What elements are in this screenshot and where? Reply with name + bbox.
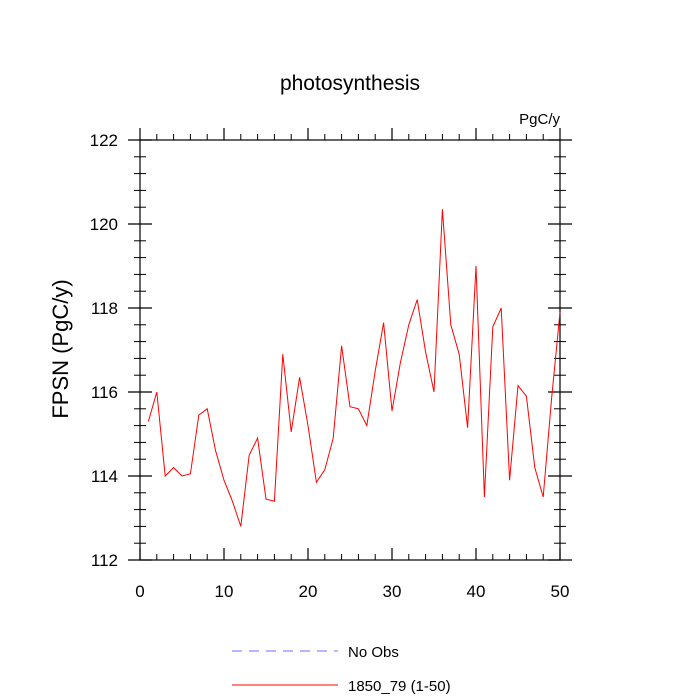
data-point (156, 391, 157, 392)
y-tick-label: 122 (90, 131, 118, 150)
data-point (383, 322, 384, 323)
x-tick-label: 10 (215, 582, 234, 601)
units-label: PgC/y (519, 111, 560, 128)
data-point (425, 352, 426, 353)
data-point (215, 450, 216, 451)
x-tick-label: 20 (299, 582, 318, 601)
data-point (459, 354, 460, 355)
data-point (282, 354, 283, 355)
data-point (442, 209, 443, 210)
legend-label-1850-79: 1850_79 (1-50) (348, 678, 451, 695)
plot-frame (139, 139, 561, 561)
data-point (324, 469, 325, 470)
x-tick-label: 50 (551, 582, 570, 601)
y-tick-label: 120 (90, 215, 118, 234)
axis-ticks (128, 128, 572, 561)
chart-title: photosynthesis (280, 72, 420, 95)
data-point (526, 396, 527, 397)
y-axis-label: FPSN (PgC/y) (48, 279, 73, 418)
data-point (391, 410, 392, 411)
data-point (501, 307, 502, 308)
data-point (433, 391, 434, 392)
data-point (450, 324, 451, 325)
data-point (559, 312, 560, 313)
y-tick-label: 112 (91, 551, 118, 570)
data-point (341, 345, 342, 346)
data-point (349, 406, 350, 407)
data-point (148, 421, 149, 422)
data-point (543, 496, 544, 497)
data-point (257, 438, 258, 439)
data-point (408, 324, 409, 325)
x-tick-label: 40 (467, 582, 486, 601)
data-point (316, 482, 317, 483)
legend: No Obs 1850_79 (1-50) (232, 644, 451, 695)
data-point (223, 480, 224, 481)
data-point (517, 385, 518, 386)
data-point (299, 377, 300, 378)
data-point (534, 467, 535, 468)
data-point (181, 475, 182, 476)
data-point (198, 415, 199, 416)
data-point (307, 425, 308, 426)
data-point (274, 501, 275, 502)
y-tick-label: 114 (91, 467, 118, 486)
y-tick-label: 118 (91, 299, 118, 318)
tick-labels: 0 10 20 30 40 50 112 114 116 118 120 122 (90, 131, 570, 601)
data-point (417, 299, 418, 300)
data-point (375, 370, 376, 371)
data-point (232, 501, 233, 502)
data-point (333, 438, 334, 439)
data-point (165, 475, 166, 476)
data-point (492, 326, 493, 327)
data-point (467, 427, 468, 428)
data-point (509, 480, 510, 481)
data-point (249, 454, 250, 455)
legend-label-no-obs: No Obs (348, 644, 399, 661)
data-point (240, 526, 241, 527)
x-tick-label: 0 (135, 582, 144, 601)
series-line (147, 209, 561, 527)
data-point (358, 408, 359, 409)
data-point (400, 362, 401, 363)
data-point (484, 496, 485, 497)
data-point (291, 431, 292, 432)
data-point (551, 398, 552, 399)
data-point (475, 265, 476, 266)
data-point (366, 425, 367, 426)
series-group (147, 209, 561, 527)
data-point (265, 499, 266, 500)
x-tick-label: 30 (383, 582, 402, 601)
y-tick-label: 116 (91, 383, 118, 402)
data-point (190, 473, 191, 474)
data-point (173, 467, 174, 468)
data-point (207, 408, 208, 409)
